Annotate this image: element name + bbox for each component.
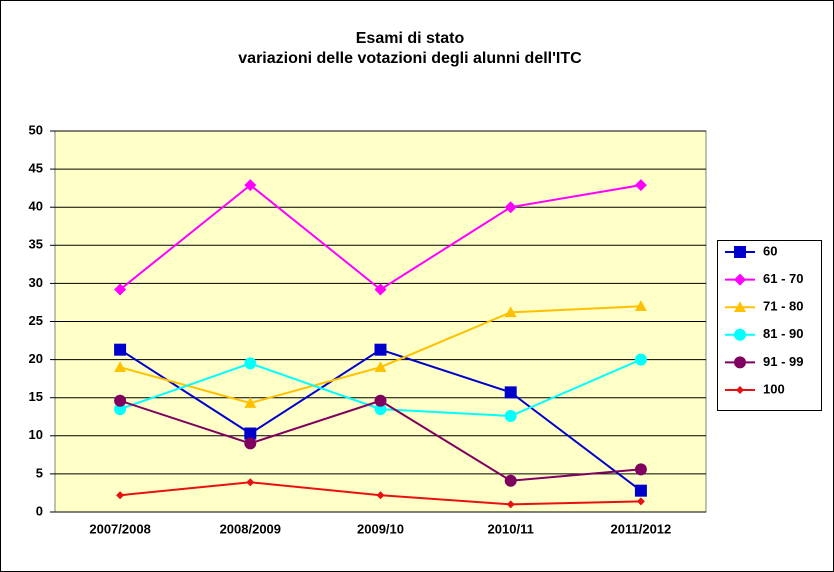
- marker: [114, 403, 127, 416]
- marker: [504, 474, 517, 487]
- y-tick-label: 45: [29, 161, 43, 176]
- y-tick-label: 40: [29, 199, 43, 214]
- marker: [114, 343, 127, 356]
- marker: [244, 357, 257, 370]
- marker: [374, 394, 387, 407]
- marker: [634, 300, 647, 312]
- marker: [374, 403, 387, 416]
- marker: [374, 361, 387, 373]
- marker: [634, 353, 647, 366]
- marker: [114, 283, 127, 296]
- legend-label: 71 - 80: [763, 299, 803, 314]
- legend-label: 81 - 90: [763, 326, 803, 341]
- marker: [244, 397, 257, 408]
- marker: [244, 437, 257, 450]
- x-tick-label: 2009/10: [357, 521, 404, 536]
- legend-marker: [734, 356, 746, 369]
- y-tick-label: 30: [29, 275, 43, 290]
- legend-label: 60: [763, 243, 777, 258]
- marker: [376, 491, 385, 500]
- marker: [504, 306, 517, 318]
- legend-marker: [736, 386, 744, 394]
- y-tick-label: 35: [29, 237, 43, 252]
- legend-box: [717, 240, 822, 411]
- marker: [244, 179, 257, 192]
- x-tick-label: 2007/2008: [89, 521, 150, 536]
- y-tick-label: 25: [29, 313, 43, 328]
- legend-marker: [734, 273, 746, 286]
- x-tick-label: 2008/2009: [220, 521, 281, 536]
- marker: [114, 361, 127, 373]
- legend-marker: [734, 328, 746, 341]
- marker: [504, 386, 517, 399]
- legend-label: 61 - 70: [763, 271, 803, 286]
- legend-label: 100: [763, 381, 785, 396]
- marker: [504, 409, 517, 422]
- marker: [634, 463, 647, 476]
- y-tick-label: 10: [29, 427, 43, 442]
- x-tick-label: 2010/11: [488, 521, 534, 536]
- marker: [636, 497, 645, 506]
- marker: [504, 201, 517, 214]
- y-tick-label: 0: [36, 503, 43, 518]
- marker: [634, 179, 647, 192]
- marker: [114, 394, 127, 407]
- y-tick-label: 5: [36, 465, 43, 480]
- marker: [374, 283, 387, 296]
- y-tick-label: 20: [29, 351, 43, 366]
- marker: [634, 484, 647, 497]
- y-tick-label: 15: [29, 389, 43, 404]
- y-tick-label: 50: [29, 122, 43, 137]
- x-tick-label: 2011/2012: [611, 521, 672, 536]
- legend-marker: [734, 246, 746, 258]
- marker: [506, 500, 515, 509]
- chart-title: Esami di stato: [356, 30, 465, 47]
- legend-label: 91 - 99: [763, 354, 803, 369]
- marker: [244, 427, 257, 440]
- marker: [116, 491, 125, 500]
- marker: [246, 478, 255, 487]
- chart-subtitle: variazioni delle votazioni degli alunni …: [238, 50, 582, 67]
- marker: [374, 343, 387, 356]
- legend-marker: [734, 301, 746, 312]
